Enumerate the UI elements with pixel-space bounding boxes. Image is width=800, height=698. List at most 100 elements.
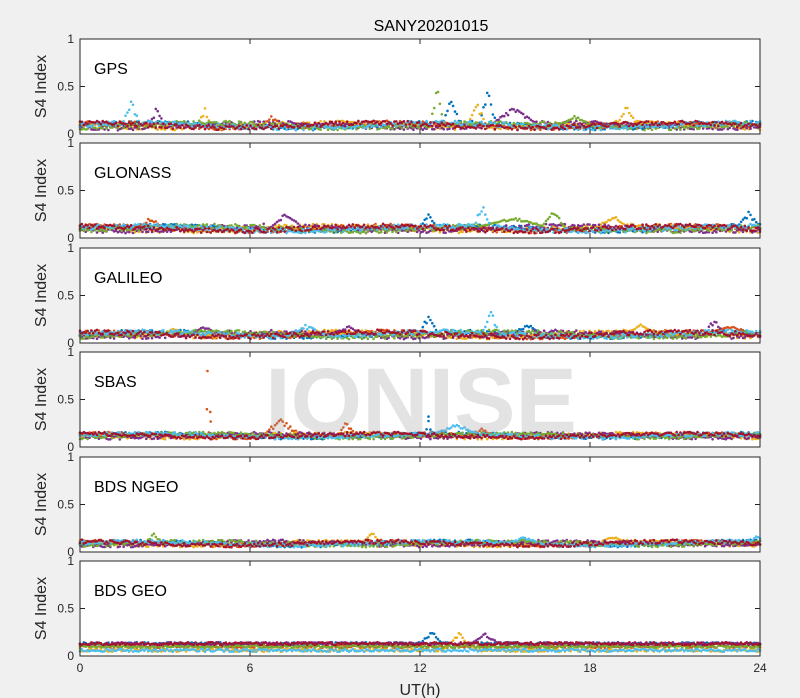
data-point — [453, 110, 457, 113]
data-point — [453, 119, 457, 123]
data-point — [737, 231, 741, 234]
data-point — [385, 231, 389, 234]
data-point — [181, 228, 184, 231]
data-point — [476, 103, 480, 107]
data-point — [145, 121, 148, 124]
data-point — [349, 225, 353, 228]
data-point — [503, 230, 506, 233]
data-point — [463, 124, 466, 127]
data-point — [239, 127, 243, 131]
data-point — [510, 228, 514, 231]
data-point — [175, 225, 178, 229]
data-point — [122, 223, 125, 226]
data-point — [556, 227, 559, 230]
data-point — [127, 226, 131, 229]
data-point — [527, 116, 531, 120]
data-point — [152, 122, 156, 125]
data-point — [292, 125, 296, 129]
data-point — [395, 230, 398, 234]
data-point — [351, 123, 355, 127]
data-point — [684, 228, 688, 231]
data-point — [480, 113, 483, 117]
data-point — [739, 220, 743, 224]
data-point — [626, 106, 629, 110]
data-point — [218, 228, 222, 232]
data-point — [165, 223, 169, 227]
data-point — [618, 118, 622, 122]
data-point — [137, 229, 140, 232]
data-point — [357, 124, 360, 128]
data-point — [576, 226, 580, 229]
data-point — [692, 124, 695, 127]
data-point — [152, 226, 156, 229]
data-point — [251, 227, 254, 230]
data-point — [448, 224, 451, 228]
data-point — [226, 227, 229, 231]
data-point — [207, 124, 211, 127]
data-point — [607, 125, 610, 128]
data-point — [715, 121, 718, 124]
data-point — [199, 224, 203, 228]
data-point — [540, 224, 544, 227]
data-point — [304, 223, 307, 227]
data-point — [478, 230, 482, 233]
data-point — [648, 123, 652, 127]
data-point — [207, 227, 211, 230]
data-point — [253, 229, 256, 232]
data-point — [578, 125, 582, 129]
data-point — [595, 126, 599, 130]
data-point — [133, 120, 137, 124]
data-point — [281, 227, 285, 231]
data-point — [641, 123, 644, 127]
data-point — [527, 122, 531, 126]
data-point — [425, 217, 428, 220]
data-point — [383, 120, 387, 123]
data-point — [506, 113, 510, 117]
data-point — [474, 221, 478, 225]
data-point — [525, 127, 529, 130]
data-point — [122, 126, 125, 130]
data-point — [675, 125, 678, 129]
data-point — [249, 124, 252, 128]
data-point — [650, 128, 654, 132]
data-point — [279, 230, 283, 233]
data-point — [461, 226, 464, 229]
data-point — [315, 124, 319, 128]
plot-area — [80, 39, 760, 134]
data-point — [614, 228, 618, 231]
data-point — [595, 229, 599, 232]
data-point — [582, 128, 586, 132]
data-point — [468, 228, 472, 232]
data-point — [681, 123, 684, 127]
data-point — [518, 224, 521, 228]
data-point — [482, 206, 485, 209]
data-point — [217, 128, 220, 131]
data-point — [273, 228, 277, 231]
data-point — [527, 223, 531, 226]
data-point — [535, 120, 538, 123]
data-point — [145, 123, 148, 126]
data-point — [546, 217, 550, 221]
data-point — [573, 224, 576, 227]
data-point — [379, 224, 383, 228]
data-point — [296, 225, 300, 229]
data-point — [131, 103, 135, 107]
data-point — [196, 231, 199, 234]
data-point — [745, 126, 748, 130]
data-point — [127, 108, 131, 112]
data-point — [593, 223, 597, 227]
data-point — [160, 126, 163, 129]
data-point — [389, 122, 392, 125]
data-point — [80, 120, 84, 124]
data-point — [334, 223, 338, 227]
data-point — [658, 123, 661, 127]
data-point — [245, 124, 248, 127]
data-point — [484, 103, 487, 106]
data-point — [531, 227, 534, 231]
data-point — [489, 103, 493, 106]
data-point — [493, 121, 497, 125]
data-point — [690, 121, 694, 124]
data-point — [336, 228, 339, 231]
data-point — [209, 231, 212, 234]
